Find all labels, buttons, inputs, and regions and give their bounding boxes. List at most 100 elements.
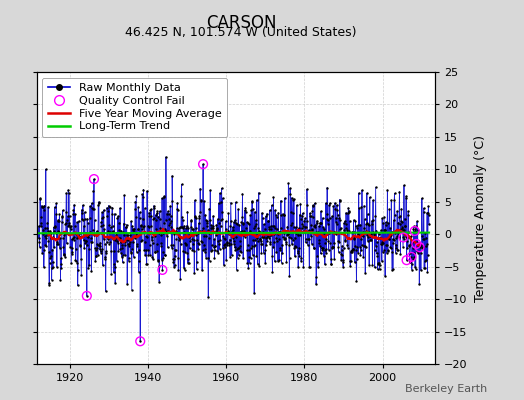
Point — [332, 231, 341, 237]
Point — [89, 206, 97, 212]
Point — [361, 216, 369, 222]
Point — [183, 250, 191, 256]
Point — [285, 234, 293, 240]
Point — [126, 236, 134, 243]
Point — [58, 213, 67, 220]
Point — [93, 241, 101, 248]
Point — [360, 243, 368, 250]
Point — [67, 260, 75, 267]
Point — [57, 255, 65, 262]
Point — [137, 238, 145, 244]
Point — [249, 225, 258, 232]
Point — [100, 226, 108, 233]
Point — [48, 265, 57, 271]
Point — [107, 271, 115, 277]
Point — [200, 242, 209, 248]
Point — [212, 228, 220, 234]
Point — [369, 231, 378, 237]
Point — [191, 212, 200, 219]
Point — [350, 236, 358, 242]
Point — [194, 240, 203, 247]
Point — [373, 239, 381, 246]
Point — [285, 242, 293, 248]
Point — [305, 264, 314, 270]
Point — [144, 252, 152, 258]
Point — [199, 247, 208, 253]
Point — [374, 261, 382, 267]
Point — [79, 237, 88, 244]
Point — [177, 224, 185, 230]
Point — [339, 252, 347, 259]
Point — [296, 212, 304, 218]
Point — [287, 222, 296, 228]
Point — [403, 238, 411, 244]
Point — [193, 258, 201, 265]
Point — [374, 260, 383, 266]
Point — [123, 222, 131, 228]
Legend: Raw Monthly Data, Quality Control Fail, Five Year Moving Average, Long-Term Tren: Raw Monthly Data, Quality Control Fail, … — [42, 78, 227, 137]
Point — [155, 263, 163, 269]
Point — [355, 205, 364, 211]
Point — [106, 224, 115, 230]
Point — [69, 207, 78, 213]
Point — [195, 212, 204, 219]
Point — [169, 242, 177, 248]
Point — [162, 154, 170, 160]
Point — [198, 228, 206, 234]
Point — [314, 264, 322, 270]
Point — [102, 288, 110, 294]
Point — [145, 213, 154, 219]
Point — [51, 223, 59, 229]
Point — [374, 266, 382, 272]
Point — [121, 242, 129, 248]
Point — [402, 257, 411, 263]
Point — [229, 226, 237, 233]
Point — [149, 256, 157, 262]
Point — [103, 236, 112, 242]
Point — [243, 260, 252, 266]
Point — [123, 240, 132, 247]
Point — [271, 207, 279, 214]
Point — [380, 247, 389, 253]
Point — [86, 203, 94, 210]
Point — [395, 189, 403, 195]
Point — [419, 209, 428, 215]
Point — [215, 241, 223, 248]
Point — [70, 202, 78, 208]
Point — [128, 223, 136, 229]
Point — [55, 218, 63, 224]
Point — [303, 202, 311, 208]
Point — [380, 226, 389, 233]
Point — [155, 230, 163, 236]
Point — [256, 236, 264, 242]
Point — [154, 258, 162, 264]
Point — [237, 249, 245, 255]
Point — [252, 221, 260, 228]
Point — [149, 216, 157, 222]
Point — [367, 231, 376, 237]
Point — [132, 214, 140, 220]
Point — [59, 235, 67, 241]
Point — [237, 228, 246, 234]
Point — [111, 237, 119, 244]
Point — [307, 221, 315, 228]
Point — [154, 257, 162, 263]
Point — [159, 248, 167, 255]
Point — [305, 210, 314, 216]
Point — [303, 242, 312, 248]
Point — [351, 218, 359, 224]
Point — [254, 261, 262, 268]
Point — [83, 216, 91, 222]
Point — [391, 212, 399, 218]
Point — [184, 224, 193, 231]
Point — [344, 208, 353, 215]
Point — [217, 185, 226, 192]
Point — [270, 258, 279, 265]
Point — [166, 228, 174, 235]
Point — [185, 234, 193, 240]
Point — [283, 231, 292, 238]
Point — [395, 234, 403, 240]
Point — [280, 236, 289, 242]
Point — [80, 245, 89, 252]
Point — [376, 262, 384, 268]
